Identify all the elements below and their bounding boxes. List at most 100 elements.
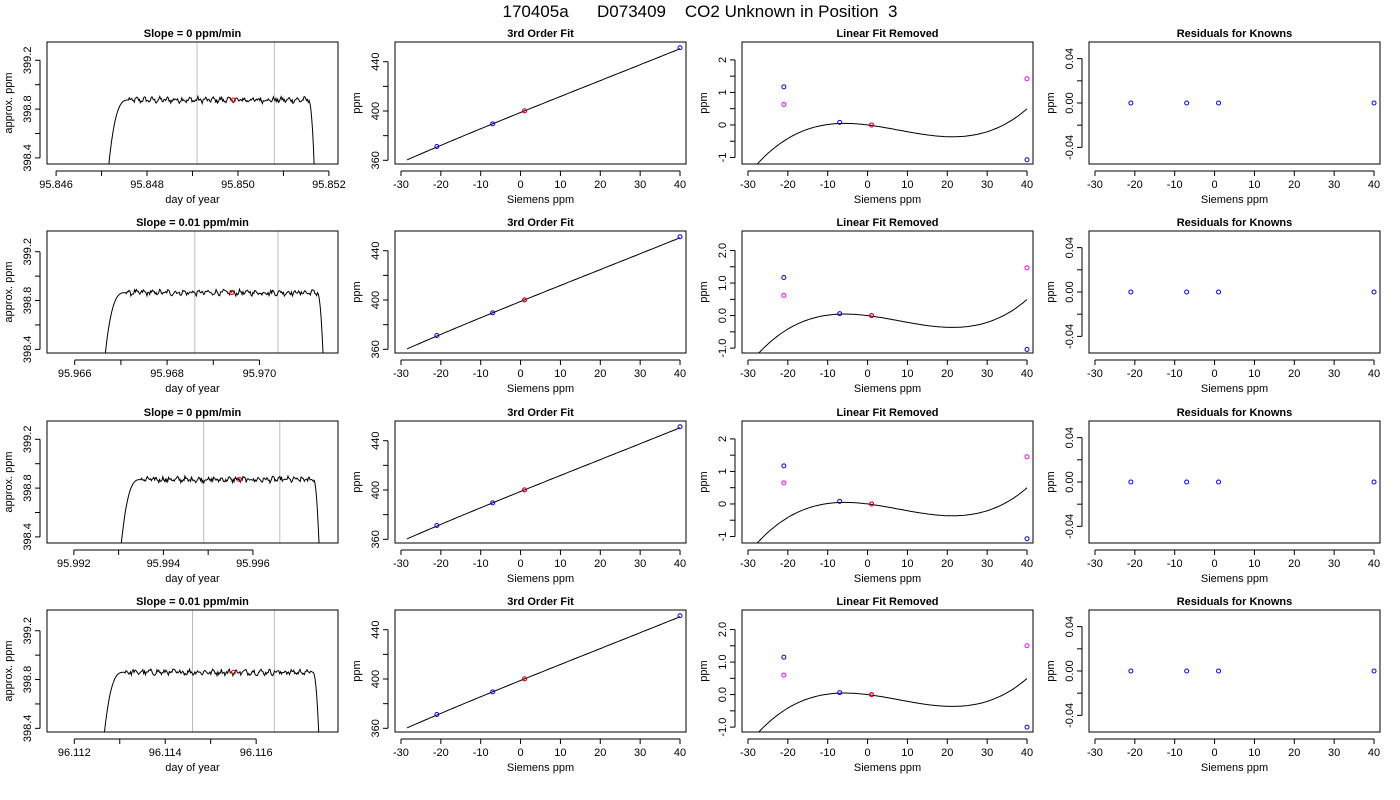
y-tick-label: -1: [717, 153, 729, 163]
plot-frame: [394, 609, 687, 733]
panel-4-4: Residuals for Knowns -30 -20 -10 0 10 20 30 40 Si…: [1045, 596, 1381, 774]
known-point: [677, 424, 683, 430]
known-point: [1128, 668, 1134, 674]
y-tick-label: 360: [370, 340, 382, 358]
x-axis-label: Siemens ppm: [507, 194, 574, 206]
x-tick-label: 20: [1288, 368, 1300, 380]
raw-point: [1024, 76, 1030, 82]
x-axis-label: Siemens ppm: [507, 383, 574, 395]
x-tick-label: 95.850: [221, 179, 255, 191]
x-tick-label: 95.994: [147, 558, 181, 570]
panel-1-4: Residuals for Knowns -30 -20 -10 0 10 20 30 40 Si…: [1045, 28, 1381, 206]
x-tick-label: 40: [674, 747, 686, 759]
known-point: [1024, 157, 1030, 163]
y-tick-label: 360: [370, 719, 382, 737]
plot-frame: [741, 230, 1034, 354]
x-tick-label: 20: [1288, 747, 1300, 759]
x-tick-label: 10: [901, 368, 913, 380]
x-tick-label: 10: [554, 558, 566, 570]
x-tick-label: 30: [634, 368, 646, 380]
x-tick-label: 30: [981, 179, 993, 191]
plot-area: [1128, 479, 1377, 485]
x-tick-label: 10: [1248, 558, 1260, 570]
x-tick-label: 20: [594, 179, 606, 191]
raw-point: [781, 101, 787, 107]
x-tick-label: 30: [634, 179, 646, 191]
x-tick-label: -10: [473, 179, 489, 191]
y-axis-label: ppm: [698, 660, 710, 681]
y-tick-label: 398.4: [22, 523, 34, 551]
unknown-point: [869, 313, 875, 319]
y-tick-label: 400: [370, 481, 382, 499]
fit-curve: [756, 108, 1028, 164]
y-tick-label: 2.0: [717, 243, 729, 258]
x-tick-label: -20: [1127, 747, 1143, 759]
known-point: [781, 463, 787, 469]
fit-curve: [406, 616, 681, 729]
known-point: [1371, 100, 1377, 106]
y-tick-label: 440: [370, 621, 382, 639]
unknown-point: [522, 487, 528, 493]
x-tick-label: -30: [740, 179, 756, 191]
y-tick-label: -0.04: [1064, 135, 1076, 160]
known-point: [490, 310, 496, 316]
x-tick-label: 20: [941, 179, 953, 191]
y-axis-label: ppm: [351, 471, 363, 492]
y-axis-label: ppm: [351, 281, 363, 302]
fit-curve: [756, 487, 1028, 543]
trace-line: [104, 287, 324, 353]
x-tick-label: -30: [393, 747, 409, 759]
known-point: [837, 311, 843, 317]
x-tick-label: 40: [1021, 747, 1033, 759]
known-point: [1184, 100, 1190, 106]
y-tick-label: 399.2: [22, 47, 34, 75]
x-tick-label: -20: [1127, 368, 1143, 380]
y-tick-label: 398.8: [22, 95, 34, 123]
plot-area: [406, 45, 683, 161]
unknown-point: [522, 297, 528, 303]
x-tick-label: -10: [1167, 558, 1183, 570]
x-tick-label: 40: [1021, 558, 1033, 570]
unknown-sample-marker: [237, 477, 243, 483]
y-tick-label: 440: [370, 432, 382, 450]
panel-title: Residuals for Knowns: [1177, 596, 1293, 608]
x-tick-label: 96.116: [240, 747, 273, 759]
x-tick-label: 40: [1021, 179, 1033, 191]
x-tick-label: 40: [1368, 368, 1380, 380]
panel-3-4: Residuals for Knowns -30 -20 -10 0 10 20 30 40 Si…: [1045, 407, 1381, 585]
x-tick-label: 0: [518, 179, 524, 191]
unknown-sample-marker: [230, 97, 236, 103]
panel-title: 3rd Order Fit: [507, 28, 574, 40]
panel-title: Linear Fit Removed: [836, 596, 938, 608]
x-tick-label: 30: [634, 558, 646, 570]
x-tick-label: -20: [780, 747, 796, 759]
x-tick-label: 95.966: [58, 368, 92, 380]
plot-frame: [741, 420, 1034, 544]
panel-title: Slope = 0 ppm/min: [144, 28, 242, 40]
plot-frame: [46, 230, 339, 354]
y-tick-label: 0.04: [1064, 48, 1076, 69]
plot-frame: [46, 41, 339, 165]
x-tick-label: -30: [393, 558, 409, 570]
fit-curve: [406, 427, 681, 540]
panel-title: Slope = 0 ppm/min: [144, 407, 242, 419]
panel-title: Slope = 0.01 ppm/min: [136, 217, 249, 229]
y-tick-label: -1: [717, 532, 729, 542]
x-tick-label: 30: [1328, 368, 1340, 380]
x-tick-label: 95.848: [130, 179, 164, 191]
x-tick-label: 30: [1328, 747, 1340, 759]
fit-curve: [758, 299, 1028, 353]
x-tick-label: 20: [1288, 558, 1300, 570]
x-tick-label: 40: [1021, 368, 1033, 380]
x-tick-label: 30: [981, 747, 993, 759]
x-axis-label: day of year: [165, 762, 220, 774]
plot-area: [406, 234, 683, 350]
x-tick-label: 40: [1368, 747, 1380, 759]
plot-frame: [1088, 41, 1381, 165]
trace-line: [108, 94, 315, 164]
y-axis-label: ppm: [351, 92, 363, 113]
panel-4-3: Linear Fit Removed -30 -20 -10 0 10 20 30 40 Siem…: [698, 596, 1034, 774]
trace-line: [103, 667, 320, 732]
x-tick-label: 95.846: [39, 179, 73, 191]
x-tick-label: 20: [941, 558, 953, 570]
